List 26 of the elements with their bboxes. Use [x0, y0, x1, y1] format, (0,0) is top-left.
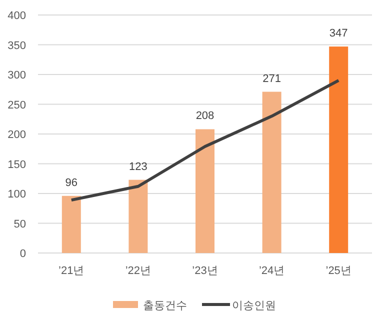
y-tick-label: 0 [20, 248, 26, 260]
y-tick-label: 300 [8, 70, 26, 82]
y-tick-label: 250 [8, 99, 26, 112]
legend-label: 출동건수 [143, 300, 187, 312]
data-label: 271 [262, 72, 281, 85]
x-tick-label: ’25년 [326, 265, 352, 277]
y-tick-label: 150 [8, 158, 26, 171]
bar [62, 196, 81, 253]
data-label: 208 [196, 110, 214, 122]
y-tick-label: 50 [14, 218, 26, 230]
bar [196, 129, 214, 253]
x-tick-label: ’21년 [58, 265, 84, 277]
y-tick-label: 200 [8, 129, 26, 141]
data-label: 347 [329, 28, 348, 40]
x-tick-label: ’24년 [258, 265, 285, 277]
legend-label: 이송인원 [232, 300, 276, 312]
data-label: 123 [129, 160, 148, 173]
bar [128, 180, 148, 253]
x-tick-label: ’23년 [192, 265, 218, 277]
x-tick-label: ’22년 [125, 265, 152, 277]
bar [262, 92, 282, 253]
y-tick-label: 350 [8, 40, 26, 52]
y-tick-label: 100 [8, 188, 26, 200]
data-label: 96 [65, 176, 78, 189]
y-tick-label: 400 [8, 10, 26, 22]
bar [329, 46, 348, 253]
